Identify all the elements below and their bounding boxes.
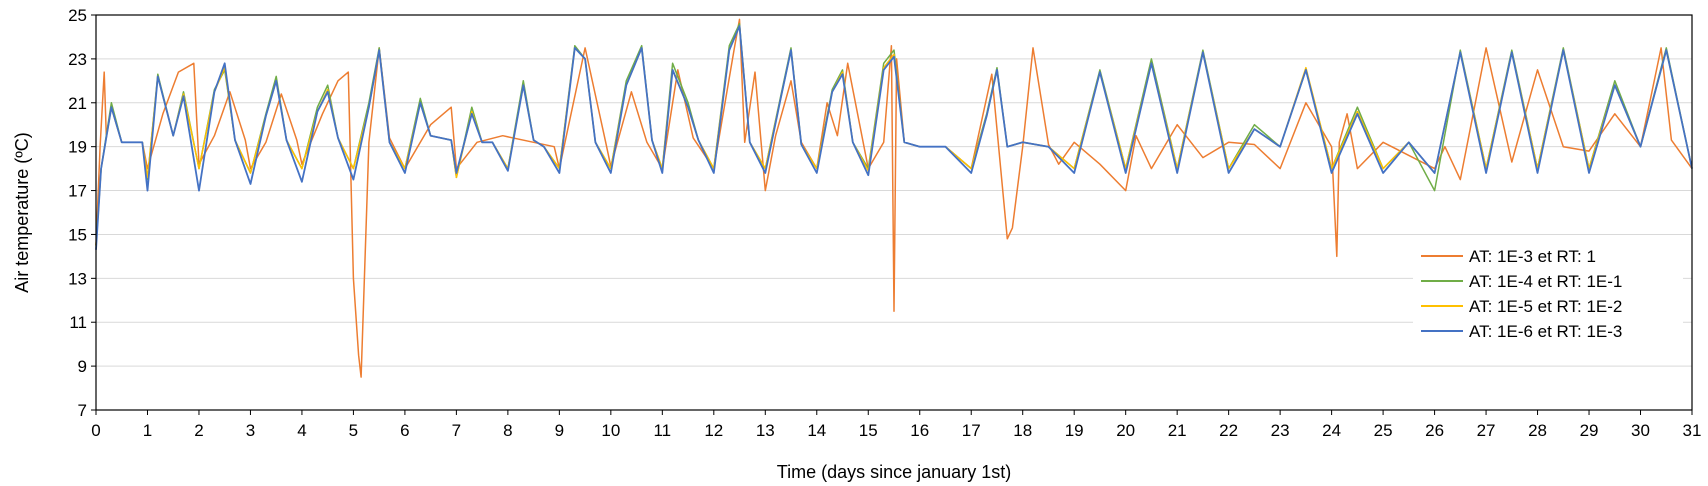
x-tick-label: 6 (400, 421, 409, 440)
y-tick-label: 13 (68, 269, 87, 288)
x-tick-label: 1 (143, 421, 152, 440)
x-tick-label: 30 (1631, 421, 1650, 440)
x-tick-label: 26 (1425, 421, 1444, 440)
x-tick-label: 0 (91, 421, 100, 440)
y-tick-label: 17 (68, 182, 87, 201)
x-tick-label: 7 (452, 421, 461, 440)
x-tick-label: 3 (246, 421, 255, 440)
y-tick-label: 23 (68, 50, 87, 69)
x-tick-label: 22 (1219, 421, 1238, 440)
y-tick-label: 21 (68, 94, 87, 113)
x-tick-label: 4 (297, 421, 306, 440)
x-tick-label: 11 (653, 421, 671, 440)
x-tick-label: 24 (1322, 421, 1341, 440)
legend-entry: AT: 1E-4 et RT: 1E-1 (1469, 272, 1622, 291)
series-line-1 (95, 18, 1693, 378)
x-tick-label: 20 (1116, 421, 1135, 440)
x-axis-title: Time (days since january 1st) (777, 462, 1011, 482)
x-tick-label: 13 (756, 421, 775, 440)
legend-entry: AT: 1E-3 et RT: 1 (1469, 247, 1596, 266)
x-tick-label: 10 (601, 421, 620, 440)
x-tick-label: 28 (1528, 421, 1547, 440)
plot-frame (95, 14, 1693, 411)
x-tick-label: 16 (910, 421, 929, 440)
x-tick-label: 29 (1580, 421, 1599, 440)
series-line-4 (95, 25, 1693, 250)
x-tick-label: 21 (1168, 421, 1187, 440)
y-tick-label: 7 (78, 401, 87, 420)
series-layer (95, 18, 1693, 378)
x-tick-label: 15 (859, 421, 878, 440)
x-tick-label: 14 (807, 421, 826, 440)
legend-entry: AT: 1E-6 et RT: 1E-3 (1469, 322, 1622, 341)
x-tick-label: 17 (962, 421, 981, 440)
x-tick-label: 9 (555, 421, 564, 440)
x-tick-label: 5 (349, 421, 358, 440)
x-tick-label: 19 (1065, 421, 1084, 440)
x-tick-label: 12 (704, 421, 723, 440)
y-axis-title: Air temperature (ºC) (12, 132, 32, 293)
y-tick-label: 15 (68, 225, 87, 244)
legend-background (1413, 244, 1683, 358)
y-tick-label: 25 (68, 6, 87, 25)
y-axis-ticks: 7 9 11 13 15 17 19 21 23 25 (68, 6, 96, 420)
x-tick-label: 18 (1013, 421, 1032, 440)
legend-entry: AT: 1E-5 et RT: 1E-2 (1469, 297, 1622, 316)
x-tick-label: 8 (503, 421, 512, 440)
x-tick-label: 2 (194, 421, 203, 440)
y-tick-label: 19 (68, 138, 87, 157)
x-tick-label: 27 (1477, 421, 1496, 440)
x-tick-label: 23 (1271, 421, 1290, 440)
legend: AT: 1E-3 et RT: 1 AT: 1E-4 et RT: 1E-1 AT:… (1413, 244, 1683, 358)
x-tick-label: 31 (1683, 421, 1702, 440)
x-tick-label: 25 (1374, 421, 1393, 440)
x-axis-ticks: 0 1 2 3 4 5 6 7 8 9 10 11 12 13 14 15 16 17 18 19 20 21 22 23 24… (91, 410, 1701, 440)
y-tick-label: 9 (78, 357, 87, 376)
y-tick-label: 11 (69, 313, 87, 332)
